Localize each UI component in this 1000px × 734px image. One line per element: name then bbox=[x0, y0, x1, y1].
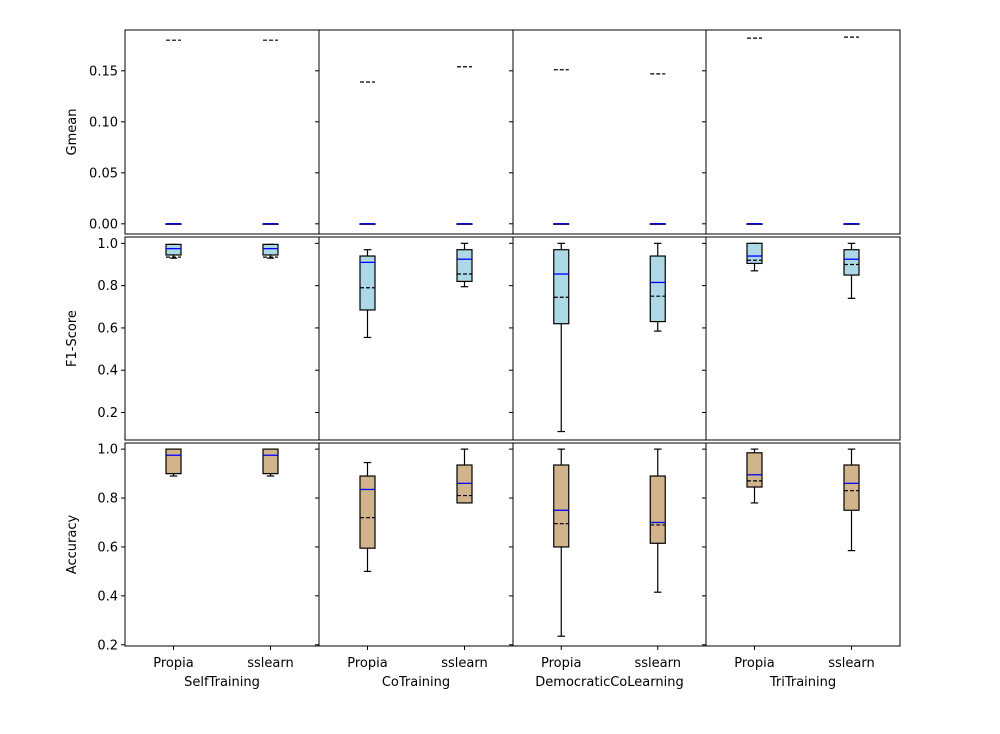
y-tick-label-accuracy: 1.0 bbox=[97, 443, 118, 458]
x-tick-label: Propia bbox=[541, 656, 581, 671]
y-tick-label-gmean: 0.10 bbox=[89, 115, 118, 130]
box-accuracy-0-0 bbox=[165, 448, 182, 475]
box-accuracy-3-1 bbox=[843, 464, 860, 511]
box-accuracy-2-0 bbox=[553, 464, 570, 548]
x-tick-label: sslearn bbox=[441, 656, 487, 671]
box-f1-score-3-0 bbox=[746, 242, 763, 265]
x-tick-label: sslearn bbox=[247, 656, 293, 671]
box-f1-score-0-0 bbox=[165, 243, 182, 256]
axes-frame-accuracy-1 bbox=[318, 442, 514, 647]
y-tick-label-accuracy: 0.8 bbox=[97, 492, 118, 507]
axes-frame-f1-score-1 bbox=[318, 236, 514, 441]
axes-frame-gmean-3 bbox=[705, 29, 901, 235]
box-accuracy-3-0 bbox=[746, 452, 763, 488]
y-tick-label-gmean: 0.05 bbox=[89, 166, 118, 181]
box-accuracy-0-1 bbox=[262, 448, 279, 475]
x-tick-label: Propia bbox=[347, 656, 387, 671]
y-tick-label-gmean: 0.00 bbox=[89, 217, 118, 232]
y-axis-label-gmean: Gmean bbox=[65, 109, 80, 156]
y-tick-label-accuracy: 0.4 bbox=[97, 589, 118, 604]
box-accuracy-1-0 bbox=[359, 475, 376, 549]
axes-frame-f1-score-0 bbox=[124, 236, 320, 441]
x-tick-label: sslearn bbox=[828, 656, 874, 671]
y-tick-label-gmean: 0.15 bbox=[89, 64, 118, 79]
column-label-tritraining: TriTraining bbox=[769, 675, 836, 690]
box-f1-score-2-1 bbox=[649, 255, 666, 323]
y-axis-label-f1-score: F1-Score bbox=[65, 310, 80, 367]
axes-frame-accuracy-0 bbox=[124, 442, 320, 647]
y-tick-label-f1-score: 0.4 bbox=[97, 364, 118, 379]
y-tick-label-f1-score: 1.0 bbox=[97, 237, 118, 252]
column-label-democraticcolearning: DemocraticCoLearning bbox=[535, 675, 683, 690]
x-tick-label: Propia bbox=[734, 656, 774, 671]
x-tick-label: sslearn bbox=[635, 656, 681, 671]
box-accuracy-2-1 bbox=[649, 475, 666, 544]
column-label-cotraining: CoTraining bbox=[382, 675, 450, 690]
x-tick-label: Propia bbox=[153, 656, 193, 671]
y-tick-label-accuracy: 0.6 bbox=[97, 540, 118, 555]
axes-frame-accuracy-2 bbox=[512, 442, 707, 647]
y-tick-label-f1-score: 0.8 bbox=[97, 279, 118, 294]
y-axis-label-accuracy: Accuracy bbox=[65, 515, 80, 575]
y-tick-label-f1-score: 0.2 bbox=[97, 406, 118, 421]
axes-frame-gmean-0 bbox=[124, 29, 320, 235]
axes-frame-accuracy-3 bbox=[705, 442, 901, 647]
column-label-selftraining: SelfTraining bbox=[184, 675, 260, 690]
axes-frame-f1-score-2 bbox=[512, 236, 707, 441]
y-tick-label-f1-score: 0.6 bbox=[97, 321, 118, 336]
box-f1-score-3-1 bbox=[843, 249, 860, 276]
y-tick-label-accuracy: 0.2 bbox=[97, 638, 118, 653]
box-f1-score-1-0 bbox=[359, 255, 376, 311]
box-f1-score-1-1 bbox=[456, 249, 473, 283]
box-f1-score-0-1 bbox=[262, 243, 279, 256]
axes-frame-gmean-1 bbox=[318, 29, 514, 235]
axes-frame-f1-score-3 bbox=[705, 236, 901, 441]
axes-frame-gmean-2 bbox=[512, 29, 707, 235]
box-f1-score-2-0 bbox=[553, 249, 570, 325]
